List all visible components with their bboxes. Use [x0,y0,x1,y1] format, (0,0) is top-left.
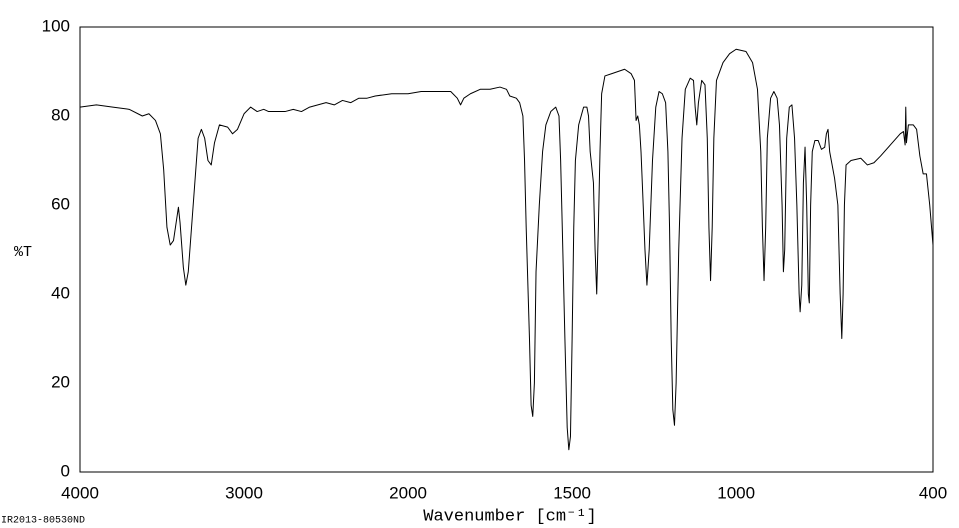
x-tick-label: 1500 [553,483,591,502]
footnote: IR2013-80530ND [1,516,85,527]
y-tick-label: 0 [61,461,70,480]
x-tick-label: 4000 [61,483,99,502]
y-tick-label: 60 [51,194,70,213]
x-tick-label: 400 [919,483,947,502]
x-axis-label: Wavenumber [cm⁻¹] [423,507,596,526]
x-tick-label: 3000 [225,483,263,502]
y-axis-label: %T [14,244,32,261]
y-tick-label: 100 [42,16,70,35]
y-tick-label: 80 [51,105,70,124]
plot-frame [79,26,934,473]
x-tick-label: 2000 [389,483,427,502]
x-tick-label: 1000 [717,483,755,502]
y-tick-label: 20 [51,372,70,391]
spectrum-line [79,48,934,451]
y-tick-label: 40 [51,283,70,302]
